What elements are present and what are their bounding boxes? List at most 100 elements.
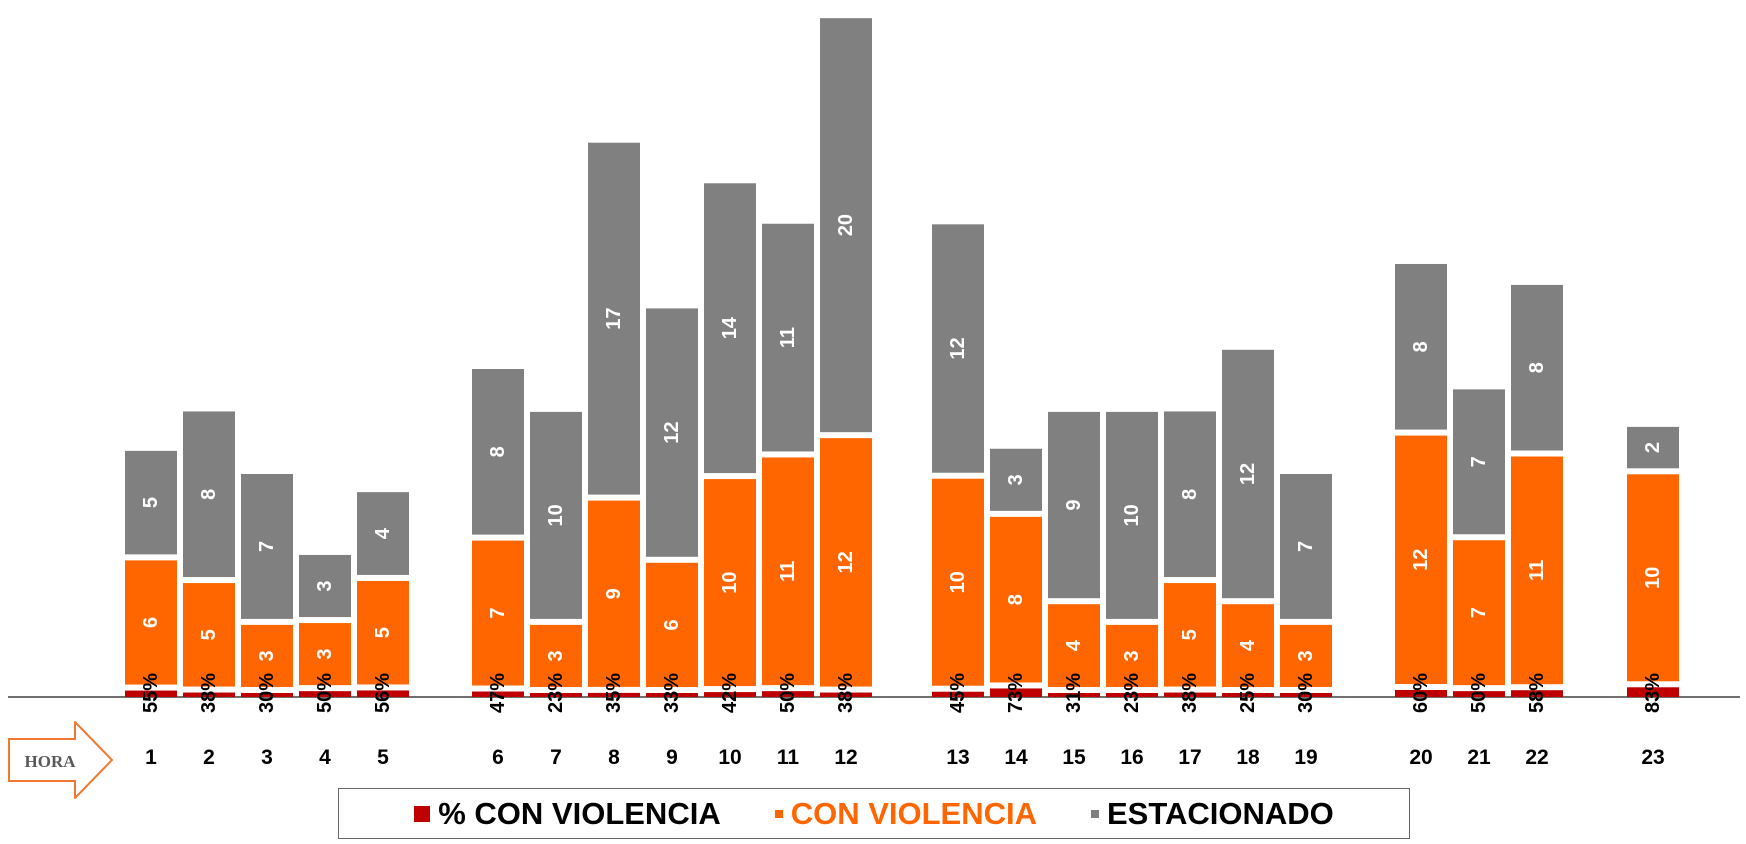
label-con-violencia-6: 7 xyxy=(487,607,509,618)
bar-con-violencia-12 xyxy=(820,438,872,687)
label-estacionado-1: 5 xyxy=(140,497,162,508)
bar-pct-violencia-2 xyxy=(183,692,235,697)
label-estacionado-12: 20 xyxy=(835,214,857,236)
label-con-violencia-3: 3 xyxy=(256,650,278,661)
bar-estacionado-15 xyxy=(1048,411,1100,599)
bar-con-violencia-10 xyxy=(704,479,756,687)
bar-con-violencia-8 xyxy=(588,500,640,687)
legend-swatch-con-violencia xyxy=(774,809,783,818)
bar-pct-violencia-18 xyxy=(1222,693,1274,697)
label-pct-violencia-23: 83% xyxy=(1642,673,1664,713)
label-estacionado-4: 3 xyxy=(314,580,336,591)
bar-pct-violencia-17 xyxy=(1164,692,1216,697)
label-con-violencia-12: 12 xyxy=(835,551,857,573)
x-tick-label-22: 22 xyxy=(1525,746,1548,769)
label-estacionado-19: 7 xyxy=(1295,541,1317,552)
label-pct-violencia-11: 50% xyxy=(777,673,799,713)
label-estacionado-21: 7 xyxy=(1468,456,1490,467)
bar-con-violencia-23 xyxy=(1627,474,1679,682)
bar-con-violencia-14 xyxy=(990,516,1042,683)
bar-pct-violencia-4 xyxy=(299,691,351,697)
x-tick-label-10: 10 xyxy=(718,746,741,769)
bar-estacionado-5 xyxy=(357,492,409,575)
label-pct-violencia-20: 60% xyxy=(1410,673,1432,713)
label-con-violencia-9: 6 xyxy=(661,619,683,630)
bar-pct-violencia-7 xyxy=(530,693,582,697)
label-pct-violencia-3: 30% xyxy=(256,673,278,713)
chart-legend: % CON VIOLENCIA CON VIOLENCIA ESTACIONAD… xyxy=(338,788,1410,839)
bar-con-violencia-20 xyxy=(1395,435,1447,684)
bar-estacionado-16 xyxy=(1106,411,1158,619)
bar-pct-violencia-23 xyxy=(1627,687,1679,697)
bar-pct-violencia-1 xyxy=(125,690,177,697)
label-estacionado-22: 8 xyxy=(1526,362,1548,373)
label-con-violencia-18: 4 xyxy=(1237,639,1259,651)
label-con-violencia-8: 9 xyxy=(603,588,625,599)
bar-pct-violencia-22 xyxy=(1511,690,1563,697)
label-pct-violencia-4: 50% xyxy=(314,673,336,713)
label-estacionado-17: 8 xyxy=(1179,489,1201,500)
label-estacionado-13: 12 xyxy=(947,337,969,359)
x-tick-label-16: 16 xyxy=(1120,746,1143,769)
label-estacionado-16: 10 xyxy=(1121,504,1143,526)
xlabel: HORA xyxy=(25,752,77,771)
label-pct-violencia-2: 38% xyxy=(198,673,220,713)
label-pct-violencia-12: 38% xyxy=(835,673,857,713)
bar-pct-violencia-13 xyxy=(932,691,984,697)
bar-pct-violencia-9 xyxy=(646,693,698,697)
legend-swatch-estacionado xyxy=(1091,809,1099,818)
label-pct-violencia-19: 30% xyxy=(1295,673,1317,713)
label-estacionado-18: 12 xyxy=(1237,463,1259,485)
x-tick-label-5: 5 xyxy=(377,746,389,769)
bar-pct-violencia-11 xyxy=(762,691,814,697)
x-tick-label-2: 2 xyxy=(203,746,215,769)
bar-pct-violencia-16 xyxy=(1106,693,1158,697)
label-estacionado-2: 8 xyxy=(198,489,220,500)
label-estacionado-5: 4 xyxy=(372,527,394,539)
label-estacionado-23: 2 xyxy=(1642,442,1664,453)
x-tick-label-3: 3 xyxy=(261,746,273,769)
x-tick-label-20: 20 xyxy=(1409,746,1432,769)
label-estacionado-9: 12 xyxy=(661,421,683,443)
x-tick-label-6: 6 xyxy=(492,746,504,769)
label-con-violencia-20: 12 xyxy=(1410,549,1432,571)
label-con-violencia-11: 11 xyxy=(777,561,799,582)
bar-con-violencia-21 xyxy=(1453,540,1505,686)
x-tick-label-9: 9 xyxy=(666,746,678,769)
label-con-violencia-2: 5 xyxy=(198,629,220,640)
label-pct-violencia-16: 23% xyxy=(1121,673,1143,713)
label-con-violencia-15: 4 xyxy=(1063,639,1085,651)
bar-con-violencia-17 xyxy=(1164,583,1216,687)
legend-swatch-pct-violencia xyxy=(414,805,431,822)
bar-estacionado-18 xyxy=(1222,349,1274,599)
bar-con-violencia-19 xyxy=(1280,624,1332,687)
bar-pct-violencia-6 xyxy=(472,691,524,697)
bar-pct-violencia-3 xyxy=(241,693,293,697)
bar-estacionado-13 xyxy=(932,224,984,473)
label-con-violencia-4: 3 xyxy=(314,649,336,660)
legend-item-con-violencia: CON VIOLENCIA xyxy=(774,795,1037,832)
bar-estacionado-8 xyxy=(588,142,640,495)
bar-pct-violencia-21 xyxy=(1453,691,1505,697)
label-con-violencia-10: 10 xyxy=(719,571,741,593)
label-pct-violencia-15: 31% xyxy=(1063,673,1085,713)
bar-estacionado-3 xyxy=(241,474,293,619)
label-pct-violencia-5: 56% xyxy=(372,673,394,713)
label-estacionado-3: 7 xyxy=(256,541,278,552)
bar-estacionado-20 xyxy=(1395,263,1447,430)
label-pct-violencia-1: 55% xyxy=(140,673,162,713)
bar-pct-violencia-5 xyxy=(357,690,409,697)
legend-label-con-violencia: CON VIOLENCIA xyxy=(790,795,1037,831)
bar-pct-violencia-15 xyxy=(1048,693,1100,697)
x-tick-label-21: 21 xyxy=(1467,746,1491,769)
x-tick-label-7: 7 xyxy=(550,746,562,769)
label-estacionado-6: 8 xyxy=(487,446,509,457)
legend-item-pct-violencia: % CON VIOLENCIA xyxy=(414,796,721,832)
bar-con-violencia-2 xyxy=(183,583,235,687)
bar-con-violencia-18 xyxy=(1222,604,1274,687)
label-pct-violencia-17: 38% xyxy=(1179,673,1201,713)
bar-con-violencia-1 xyxy=(125,560,177,685)
bar-con-violencia-9 xyxy=(646,562,698,687)
bar-pct-violencia-14 xyxy=(990,688,1042,697)
